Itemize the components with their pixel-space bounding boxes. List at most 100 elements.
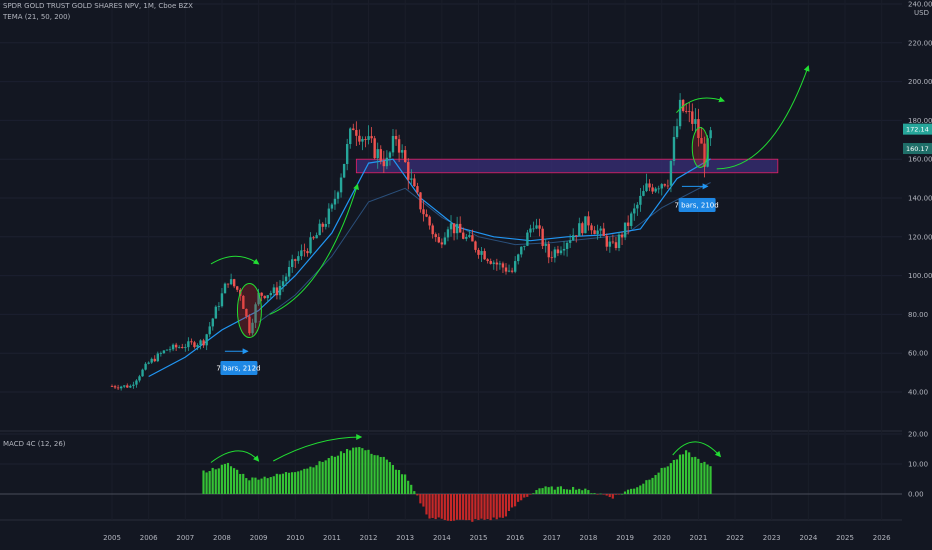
year-tick-label: 2009 <box>250 534 268 542</box>
macd-bar-positive <box>388 462 391 494</box>
macd-bar-positive <box>342 453 346 494</box>
candle-down <box>404 150 407 163</box>
candle-down <box>587 216 590 226</box>
macd-bar-positive <box>538 488 541 494</box>
candle-up <box>177 347 181 348</box>
macd-bar-positive <box>633 488 636 494</box>
year-tick-label: 2008 <box>213 534 231 542</box>
year-tick-label: 2012 <box>360 534 378 542</box>
macd-bar-positive <box>263 476 266 494</box>
macd-bar-negative <box>465 494 468 521</box>
year-tick-label: 2013 <box>396 534 414 542</box>
candle-down <box>437 237 441 243</box>
macd-bar-positive <box>327 458 330 494</box>
candle-down <box>510 270 514 272</box>
macd-bar-positive <box>309 466 312 494</box>
macd-bar-positive <box>248 480 251 494</box>
year-tick-label: 2021 <box>690 534 708 542</box>
candle-up <box>278 285 282 296</box>
macd-bar-negative <box>617 494 621 495</box>
macd-bar-negative <box>428 494 431 519</box>
candle-up <box>517 254 520 262</box>
candle-up <box>229 279 233 285</box>
candle-up <box>144 363 147 370</box>
year-tick-label: 2026 <box>873 534 891 542</box>
candle-up <box>339 177 343 193</box>
candle-up <box>498 263 502 265</box>
candle-down <box>275 287 279 296</box>
macd-bar-negative <box>443 494 446 520</box>
macd-bar-negative <box>501 494 504 518</box>
price-tick-label: 220.00 <box>908 39 932 47</box>
candle-down <box>593 230 596 234</box>
macd-bar-positive <box>556 486 559 494</box>
candle-down <box>373 138 376 159</box>
macd-bar-positive <box>324 460 327 494</box>
year-tick-label: 2018 <box>580 534 598 542</box>
candle-down <box>181 347 184 349</box>
trend-arrow-2009-2011 <box>269 183 359 315</box>
candle-up <box>315 235 318 239</box>
candle-down <box>685 111 688 112</box>
candle-up <box>324 223 327 227</box>
macd-bar-positive <box>675 459 679 494</box>
candle-down <box>416 186 419 193</box>
macd-bar-negative <box>495 494 498 520</box>
macd-bar-negative <box>468 494 471 521</box>
macd-bar-positive <box>275 473 278 494</box>
candle-up <box>342 164 346 178</box>
macd-bar-positive <box>626 489 630 494</box>
macd-bar-positive <box>245 478 248 494</box>
candle-up <box>645 183 648 192</box>
candle-up <box>633 208 636 214</box>
macd-bar-positive <box>648 479 651 494</box>
candle-down <box>355 130 358 136</box>
macd-bar-positive <box>300 470 303 494</box>
candle-up <box>596 230 599 234</box>
year-tick-label: 2014 <box>433 534 451 542</box>
candle-down <box>407 162 410 180</box>
candle-down <box>541 228 544 246</box>
candle-up <box>636 204 639 209</box>
macd-bar-positive <box>535 490 538 494</box>
candle-up <box>138 376 141 381</box>
macd-bar-negative <box>510 494 514 508</box>
macd-bar-positive <box>291 472 294 494</box>
macd-bar-positive <box>697 458 700 494</box>
price-tick-label: 80.00 <box>908 311 928 319</box>
price-tick-label: 200.00 <box>908 78 932 86</box>
axis-layer: 40.00 60.00 80.00 100.00 120.00 140.00 160.00 1… <box>103 1 932 542</box>
macd-bar-positive <box>287 472 291 494</box>
macd-bar-positive <box>236 469 239 494</box>
candle-up <box>297 256 300 261</box>
candle-up <box>449 223 453 230</box>
candle-up <box>184 347 187 349</box>
year-tick-label: 2005 <box>103 534 121 542</box>
macd-bar-negative <box>513 494 517 507</box>
macd-bar-positive <box>593 493 596 494</box>
candle-down <box>547 243 550 258</box>
last-price-tag-bg <box>903 123 932 135</box>
macd-bar-negative <box>462 494 465 520</box>
macd-bar-positive <box>364 450 367 494</box>
macd-arc-2020 <box>672 441 722 458</box>
macd-bar-negative <box>614 494 617 495</box>
year-tick-label: 2019 <box>616 534 634 542</box>
macd-bar-positive <box>578 488 581 494</box>
macd-bar-negative <box>498 494 501 518</box>
currency-label: USD <box>914 9 929 17</box>
macd-bar-positive <box>385 459 388 494</box>
macd-bar-positive <box>394 469 398 494</box>
highlight-ellipse-2008 <box>236 283 262 339</box>
macd-bar-positive <box>645 480 648 494</box>
price-tick-label: 240.00 <box>908 1 932 9</box>
macd-bar-positive <box>584 488 587 494</box>
candle-up <box>291 259 294 267</box>
candle-down <box>681 99 685 112</box>
macd-bar-negative <box>504 494 507 517</box>
candle-up <box>257 292 260 305</box>
macd-bar-positive <box>565 489 569 494</box>
year-tick-label: 2006 <box>140 534 158 542</box>
macd-bar-negative <box>486 494 489 520</box>
macd-bar-positive <box>413 491 416 494</box>
